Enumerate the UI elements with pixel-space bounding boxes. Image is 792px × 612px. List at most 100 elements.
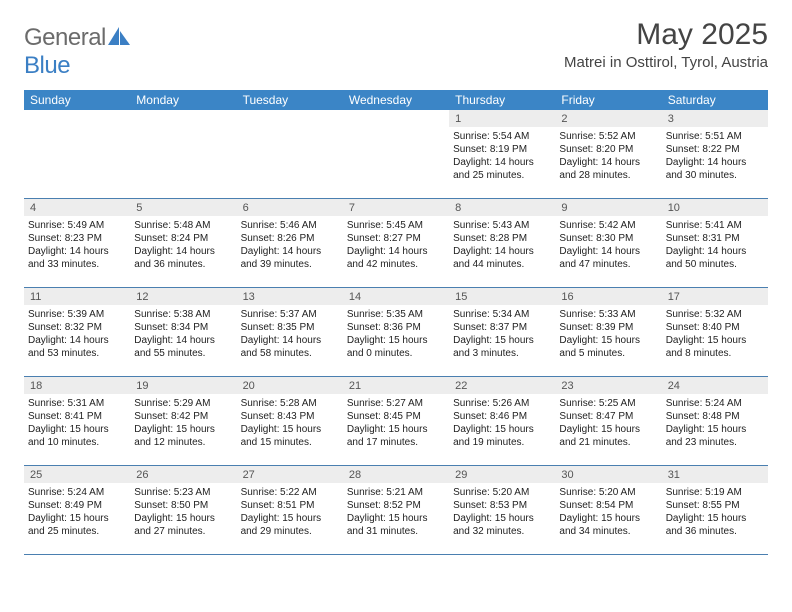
calendar-day: 31Sunrise: 5:19 AMSunset: 8:55 PMDayligh… — [662, 466, 768, 554]
sunset-text: Sunset: 8:30 PM — [559, 232, 657, 245]
sunset-text: Sunset: 8:35 PM — [241, 321, 339, 334]
daylight-text: and 3 minutes. — [453, 347, 551, 360]
sunrise-text: Sunrise: 5:26 AM — [453, 397, 551, 410]
sunset-text: Sunset: 8:54 PM — [559, 499, 657, 512]
calendar-day: 23Sunrise: 5:25 AMSunset: 8:47 PMDayligh… — [555, 377, 661, 465]
calendar-week: 18Sunrise: 5:31 AMSunset: 8:41 PMDayligh… — [24, 377, 768, 466]
calendar-day: 18Sunrise: 5:31 AMSunset: 8:41 PMDayligh… — [24, 377, 130, 465]
calendar-day — [24, 110, 130, 198]
sunset-text: Sunset: 8:28 PM — [453, 232, 551, 245]
day-of-week-header: SundayMondayTuesdayWednesdayThursdayFrid… — [24, 90, 768, 110]
location-subtitle: Matrei in Osttirol, Tyrol, Austria — [564, 54, 768, 71]
calendar-day: 19Sunrise: 5:29 AMSunset: 8:42 PMDayligh… — [130, 377, 236, 465]
dow-cell: Friday — [555, 90, 661, 110]
daylight-text: and 25 minutes. — [28, 525, 126, 538]
daylight-text: Daylight: 14 hours — [347, 245, 445, 258]
sunset-text: Sunset: 8:23 PM — [28, 232, 126, 245]
calendar-page: General Blue May 2025 Matrei in Osttirol… — [0, 0, 792, 555]
sunset-text: Sunset: 8:52 PM — [347, 499, 445, 512]
calendar-week: 11Sunrise: 5:39 AMSunset: 8:32 PMDayligh… — [24, 288, 768, 377]
daylight-text: Daylight: 14 hours — [134, 245, 232, 258]
daylight-text: and 15 minutes. — [241, 436, 339, 449]
calendar-day: 15Sunrise: 5:34 AMSunset: 8:37 PMDayligh… — [449, 288, 555, 376]
day-number — [24, 110, 130, 127]
daylight-text: and 0 minutes. — [347, 347, 445, 360]
sunset-text: Sunset: 8:41 PM — [28, 410, 126, 423]
daylight-text: Daylight: 15 hours — [134, 423, 232, 436]
calendar-week: 4Sunrise: 5:49 AMSunset: 8:23 PMDaylight… — [24, 199, 768, 288]
sunrise-text: Sunrise: 5:49 AM — [28, 219, 126, 232]
daylight-text: Daylight: 15 hours — [241, 512, 339, 525]
sunrise-text: Sunrise: 5:20 AM — [453, 486, 551, 499]
sunset-text: Sunset: 8:36 PM — [347, 321, 445, 334]
sunset-text: Sunset: 8:45 PM — [347, 410, 445, 423]
calendar-day: 25Sunrise: 5:24 AMSunset: 8:49 PMDayligh… — [24, 466, 130, 554]
calendar-day: 30Sunrise: 5:20 AMSunset: 8:54 PMDayligh… — [555, 466, 661, 554]
daylight-text: and 36 minutes. — [666, 525, 764, 538]
daylight-text: and 25 minutes. — [453, 169, 551, 182]
day-number: 28 — [343, 466, 449, 483]
calendar-day: 27Sunrise: 5:22 AMSunset: 8:51 PMDayligh… — [237, 466, 343, 554]
sunset-text: Sunset: 8:46 PM — [453, 410, 551, 423]
day-number: 20 — [237, 377, 343, 394]
calendar-day: 10Sunrise: 5:41 AMSunset: 8:31 PMDayligh… — [662, 199, 768, 287]
calendar-day — [237, 110, 343, 198]
daylight-text: and 44 minutes. — [453, 258, 551, 271]
daylight-text: Daylight: 14 hours — [453, 156, 551, 169]
day-number: 10 — [662, 199, 768, 216]
calendar-day: 7Sunrise: 5:45 AMSunset: 8:27 PMDaylight… — [343, 199, 449, 287]
day-number: 23 — [555, 377, 661, 394]
daylight-text: Daylight: 15 hours — [666, 512, 764, 525]
daylight-text: Daylight: 15 hours — [28, 512, 126, 525]
daylight-text: and 58 minutes. — [241, 347, 339, 360]
daylight-text: Daylight: 15 hours — [453, 512, 551, 525]
day-number: 8 — [449, 199, 555, 216]
daylight-text: Daylight: 15 hours — [347, 334, 445, 347]
daylight-text: Daylight: 14 hours — [241, 334, 339, 347]
daylight-text: and 17 minutes. — [347, 436, 445, 449]
day-number: 25 — [24, 466, 130, 483]
sunrise-text: Sunrise: 5:34 AM — [453, 308, 551, 321]
calendar-day: 28Sunrise: 5:21 AMSunset: 8:52 PMDayligh… — [343, 466, 449, 554]
day-number: 7 — [343, 199, 449, 216]
sunrise-text: Sunrise: 5:19 AM — [666, 486, 764, 499]
calendar-day — [130, 110, 236, 198]
calendar-day: 14Sunrise: 5:35 AMSunset: 8:36 PMDayligh… — [343, 288, 449, 376]
daylight-text: and 36 minutes. — [134, 258, 232, 271]
sunset-text: Sunset: 8:19 PM — [453, 143, 551, 156]
daylight-text: and 19 minutes. — [453, 436, 551, 449]
brand-part1: General — [24, 24, 106, 51]
daylight-text: Daylight: 14 hours — [666, 156, 764, 169]
sunrise-text: Sunrise: 5:42 AM — [559, 219, 657, 232]
daylight-text: and 34 minutes. — [559, 525, 657, 538]
sunrise-text: Sunrise: 5:31 AM — [28, 397, 126, 410]
sunrise-text: Sunrise: 5:29 AM — [134, 397, 232, 410]
day-number: 3 — [662, 110, 768, 127]
calendar-day: 1Sunrise: 5:54 AMSunset: 8:19 PMDaylight… — [449, 110, 555, 198]
day-number: 15 — [449, 288, 555, 305]
daylight-text: Daylight: 14 hours — [28, 245, 126, 258]
daylight-text: and 30 minutes. — [666, 169, 764, 182]
daylight-text: and 10 minutes. — [28, 436, 126, 449]
calendar-week: 25Sunrise: 5:24 AMSunset: 8:49 PMDayligh… — [24, 466, 768, 555]
day-number: 29 — [449, 466, 555, 483]
calendar-day: 20Sunrise: 5:28 AMSunset: 8:43 PMDayligh… — [237, 377, 343, 465]
calendar-day: 13Sunrise: 5:37 AMSunset: 8:35 PMDayligh… — [237, 288, 343, 376]
daylight-text: Daylight: 15 hours — [666, 423, 764, 436]
sunset-text: Sunset: 8:49 PM — [28, 499, 126, 512]
daylight-text: Daylight: 15 hours — [453, 334, 551, 347]
day-number: 22 — [449, 377, 555, 394]
sunrise-text: Sunrise: 5:33 AM — [559, 308, 657, 321]
daylight-text: and 33 minutes. — [28, 258, 126, 271]
calendar-day: 21Sunrise: 5:27 AMSunset: 8:45 PMDayligh… — [343, 377, 449, 465]
daylight-text: and 50 minutes. — [666, 258, 764, 271]
day-number: 14 — [343, 288, 449, 305]
calendar-day: 16Sunrise: 5:33 AMSunset: 8:39 PMDayligh… — [555, 288, 661, 376]
sunrise-text: Sunrise: 5:37 AM — [241, 308, 339, 321]
sunrise-text: Sunrise: 5:43 AM — [453, 219, 551, 232]
sunset-text: Sunset: 8:51 PM — [241, 499, 339, 512]
dow-cell: Tuesday — [237, 90, 343, 110]
sunrise-text: Sunrise: 5:48 AM — [134, 219, 232, 232]
sunset-text: Sunset: 8:47 PM — [559, 410, 657, 423]
sunrise-text: Sunrise: 5:27 AM — [347, 397, 445, 410]
